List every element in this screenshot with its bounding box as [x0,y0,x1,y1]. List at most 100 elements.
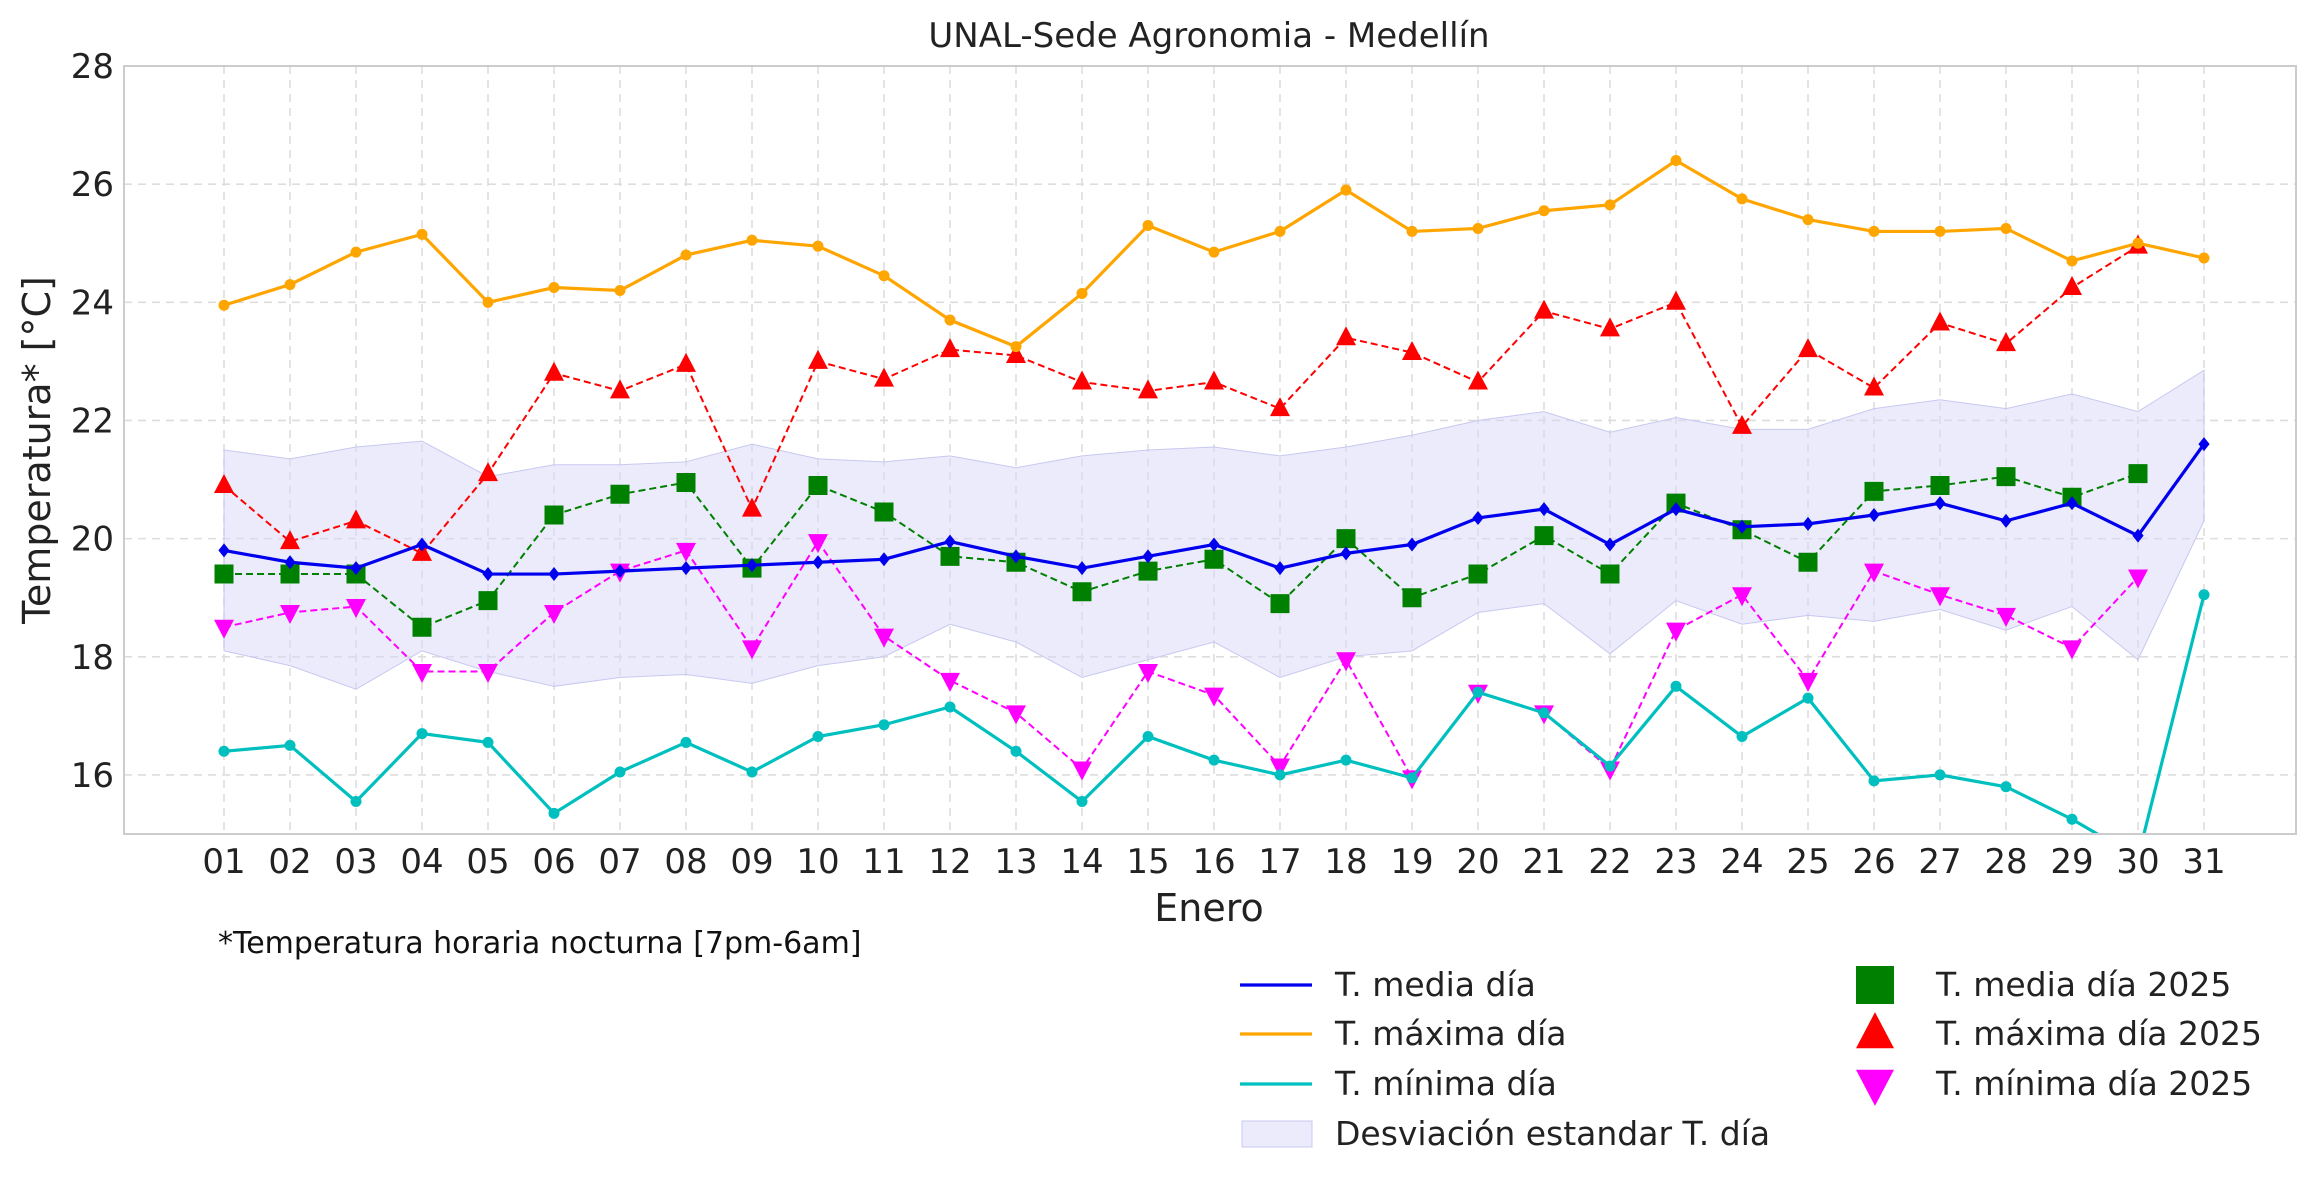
legend-label: T. media día 2025 [1935,965,2231,1004]
x-tick-label: 15 [1126,842,1169,882]
y-tick-label: 22 [71,401,114,441]
data-point [944,314,956,326]
data-point [808,349,828,369]
legend-label: T. mínima día 2025 [1935,1064,2252,1103]
x-tick-label: 27 [1918,842,1961,882]
data-point [280,564,300,584]
data-point [1006,705,1026,725]
y-tick-label: 16 [71,756,114,796]
y-tick-label: 18 [71,638,114,678]
legend: T. media día T. máxima día T. mínima día De… [1240,965,2262,1153]
x-tick-label: 18 [1324,842,1367,882]
data-point [676,352,696,372]
data-point [1868,775,1880,787]
data-point [284,279,296,291]
data-point [1010,341,1022,353]
data-point [1270,397,1290,417]
data-point [346,509,366,529]
data-point [1736,731,1748,743]
data-point [1930,587,1950,607]
data-point [544,505,564,525]
data-point [1204,549,1224,569]
x-tick-label: 19 [1390,842,1433,882]
series-1 [218,155,2210,353]
data-point [1406,537,1418,552]
data-point [548,282,560,294]
data-point [812,240,824,252]
data-point [2066,813,2078,825]
series-4 [214,234,2148,561]
data-point [1670,502,1682,517]
data-point [1534,526,1554,546]
data-point [214,619,234,639]
data-point [1666,622,1686,642]
data-point [1138,664,1158,684]
x-tick-label: 11 [862,842,905,882]
data-point [1534,299,1554,319]
x-tick-label: 28 [1984,842,2027,882]
data-point [482,296,494,308]
data-point [2132,528,2144,543]
data-point [1802,214,1814,226]
data-point [1996,332,2016,352]
y-tick-label: 24 [71,283,114,323]
data-point [1996,607,2016,627]
data-point [1604,199,1616,211]
data-point [1208,537,1220,552]
data-point [2128,569,2148,589]
data-point [1472,222,1484,234]
data-point [1076,796,1088,808]
legend-label: T. mínima día [1334,1064,1557,1103]
data-point [1336,529,1356,549]
data-point [284,739,296,751]
data-point [1798,552,1818,572]
data-point [1270,758,1290,778]
data-point [1802,692,1814,704]
data-point [614,766,626,778]
data-point [482,567,494,582]
data-point [812,555,824,570]
data-point [940,338,960,358]
data-point [1670,680,1682,692]
data-point [280,604,300,624]
data-point [1138,379,1158,399]
data-point [218,745,230,757]
data-point [944,534,956,549]
legend-marker [1856,1069,1894,1106]
data-point [416,728,428,740]
data-point [676,472,696,492]
data-point [1472,686,1484,698]
legend-marker [1856,1012,1894,1049]
data-point [1204,687,1224,707]
data-point [614,284,626,296]
data-point [1010,549,1022,564]
x-tick-label: 16 [1192,842,1235,882]
data-point [1538,707,1550,719]
data-point [1142,549,1154,564]
data-point [1604,537,1616,552]
data-point [676,542,696,562]
data-point [1798,338,1818,358]
data-point [350,246,362,258]
data-point [1076,561,1088,576]
data-point [874,628,894,648]
data-point [1274,561,1286,576]
x-tick-label: 13 [994,842,1037,882]
data-point [1340,546,1352,561]
data-point [1930,311,1950,331]
data-point [1072,582,1092,602]
data-point [1006,343,1026,363]
data-point [878,719,890,731]
series-layer [214,155,2210,834]
x-tick-label: 22 [1588,842,1631,882]
data-point [940,672,960,692]
footnote: *Temperatura horaria nocturna [7pm-6am] [218,926,862,961]
data-point [218,543,230,558]
data-point [548,567,560,582]
data-point [610,379,630,399]
data-point [350,561,362,576]
legend-label: T. máxima día [1334,1014,1566,1053]
std-band-layer [223,369,2205,690]
data-point [610,484,630,504]
series-0 [218,437,2210,582]
